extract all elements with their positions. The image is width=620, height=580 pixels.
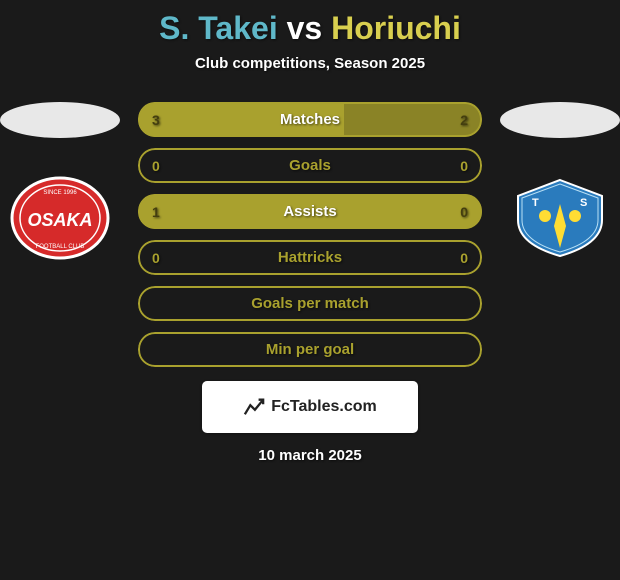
player1-name: S. Takei [159, 10, 278, 46]
stat-value-right: 0 [460, 158, 468, 174]
stat-value-left: 1 [152, 204, 160, 220]
svg-text:FOOTBALL CLUB: FOOTBALL CLUB [36, 244, 85, 250]
stat-row: Goals per match [138, 286, 482, 321]
right-column: T S [500, 102, 620, 260]
club1-badge-svg: OSAKA SINCE 1996 FOOTBALL CLUB [10, 176, 110, 260]
stat-value-right: 0 [460, 250, 468, 266]
comparison-card: S. Takei vs Horiuchi Club competitions, … [0, 0, 620, 580]
svg-text:T: T [532, 197, 539, 209]
stat-value-right: 2 [460, 112, 468, 128]
fctables-logo-icon [243, 396, 265, 418]
club2-badge: T S [510, 176, 610, 260]
stat-row: Matches3 2 [138, 102, 482, 137]
comparison-body: OSAKA SINCE 1996 FOOTBALL CLUB Matches3 2… [0, 102, 620, 367]
svg-text:OSAKA: OSAKA [27, 210, 92, 230]
stat-label: Assists [138, 203, 482, 220]
stat-value-left: 0 [152, 158, 160, 174]
stat-label: Matches [138, 111, 482, 128]
stat-label: Min per goal [138, 341, 482, 358]
player2-name: Horiuchi [331, 10, 461, 46]
brand-footer[interactable]: FcTables.com [202, 381, 418, 433]
date-text: 10 march 2025 [0, 447, 620, 464]
player1-photo-placeholder [0, 102, 120, 138]
player2-photo-placeholder [500, 102, 620, 138]
page-title: S. Takei vs Horiuchi [0, 0, 620, 47]
svg-text:S: S [580, 197, 587, 209]
stat-row: Assists1 0 [138, 194, 482, 229]
stat-row: Goals0 0 [138, 148, 482, 183]
stat-row: Min per goal [138, 332, 482, 367]
left-column: OSAKA SINCE 1996 FOOTBALL CLUB [0, 102, 120, 260]
stat-label: Hattricks [138, 249, 482, 266]
stat-value-left: 3 [152, 112, 160, 128]
brand-text: FcTables.com [271, 398, 377, 416]
title-vs: vs [287, 10, 323, 46]
stat-label: Goals per match [138, 295, 482, 312]
stat-label: Goals [138, 157, 482, 174]
club2-badge-svg: T S [510, 176, 610, 260]
stat-value-right: 0 [460, 204, 468, 220]
subtitle: Club competitions, Season 2025 [0, 55, 620, 72]
svg-text:SINCE 1996: SINCE 1996 [43, 190, 77, 196]
stat-row: Hattricks0 0 [138, 240, 482, 275]
stat-value-left: 0 [152, 250, 160, 266]
stats-list: Matches32Goals00Assists10Hattricks00Goal… [138, 102, 482, 367]
club1-badge: OSAKA SINCE 1996 FOOTBALL CLUB [10, 176, 110, 260]
